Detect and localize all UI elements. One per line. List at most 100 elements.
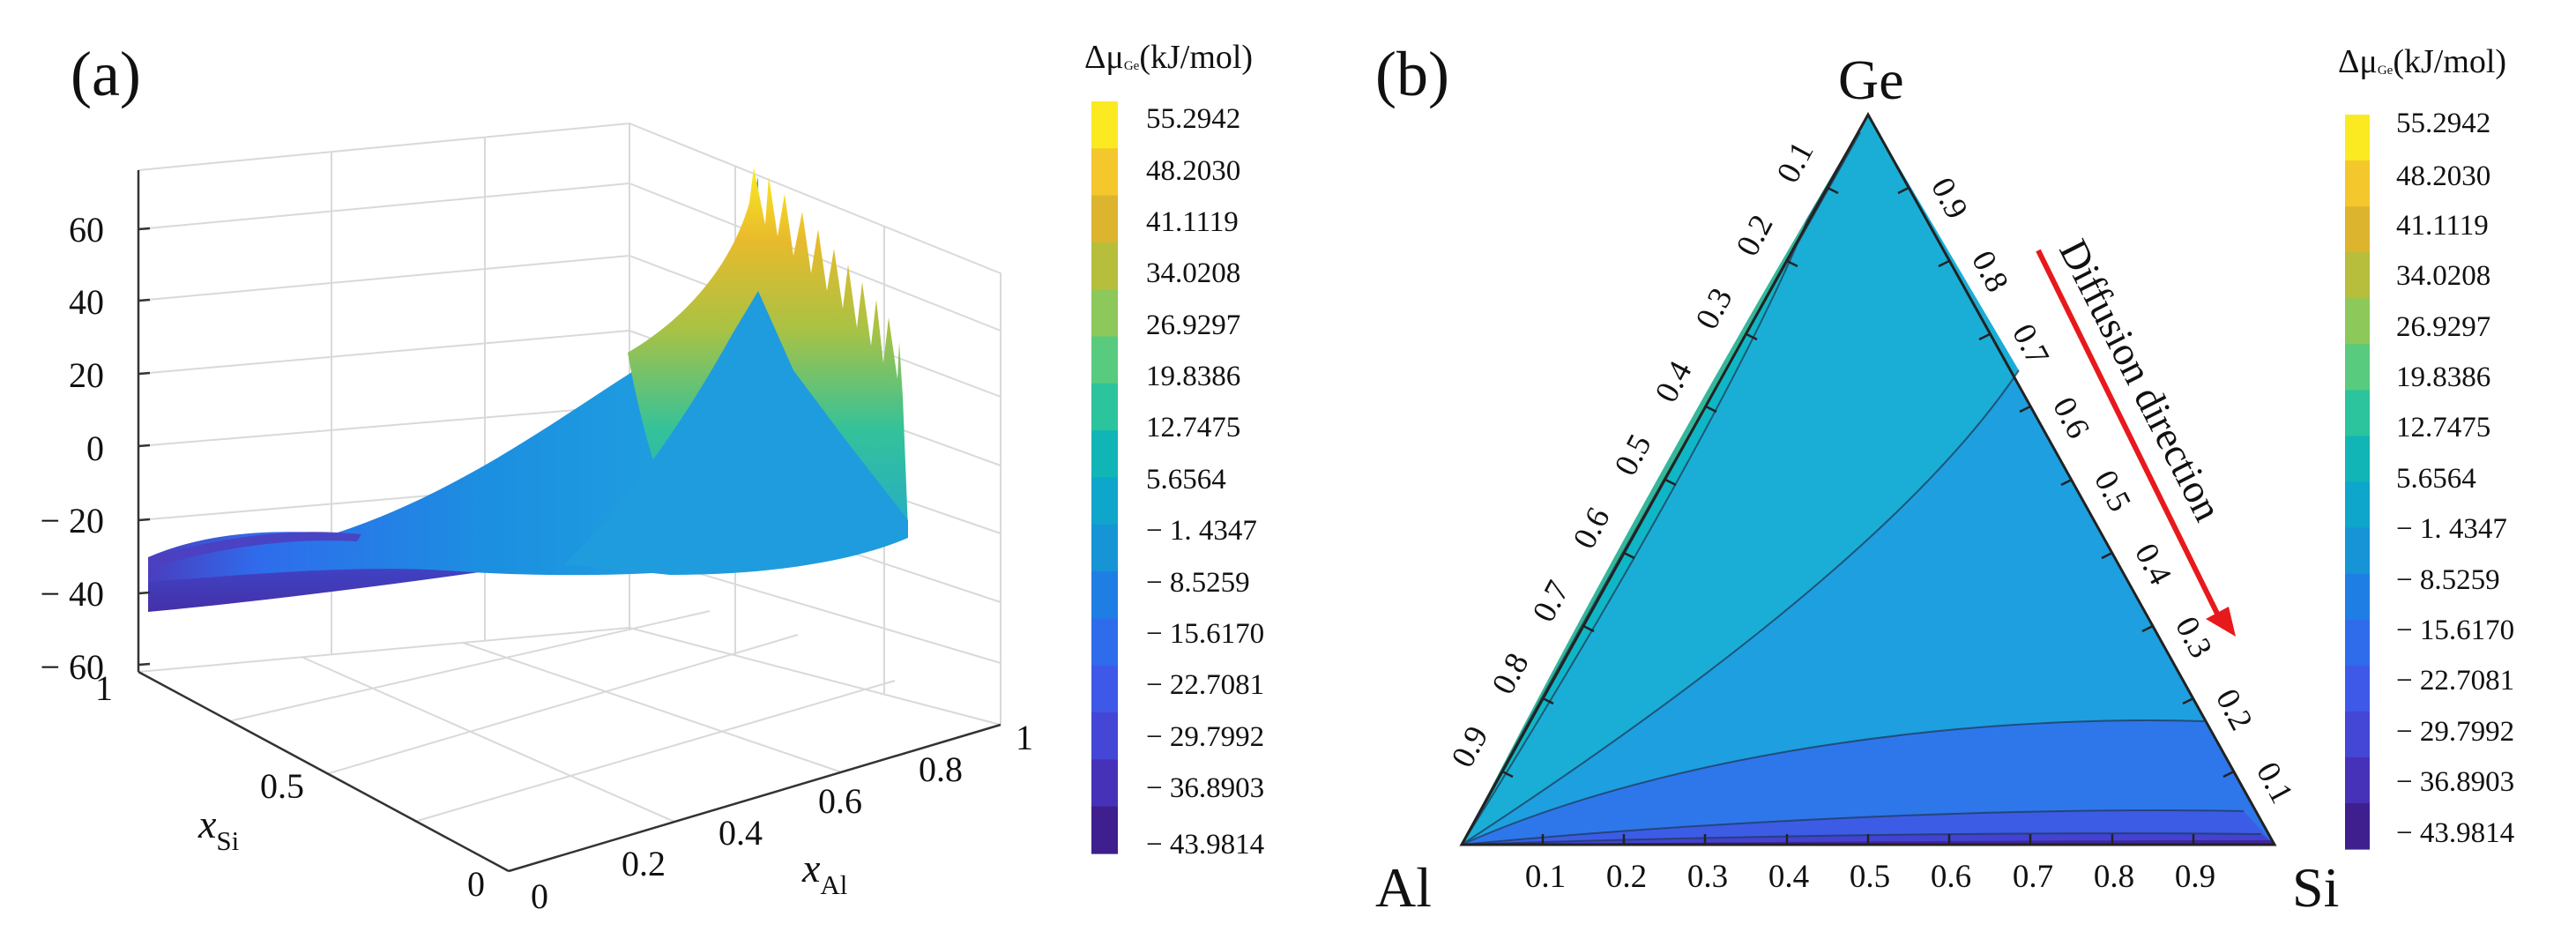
x-tick: 0 [531, 876, 548, 916]
cb-tick: − 43.9814 [2396, 817, 2514, 849]
colorbar-title: ΔμGe(kJ/mol) [2338, 43, 2506, 80]
panel-b-label: (b) [1375, 39, 1449, 109]
left-tickmarks [1501, 186, 1839, 779]
colorbar-segment [1091, 712, 1118, 760]
cb-tick: − 1. 4347 [1146, 515, 1257, 547]
surface-lip [148, 532, 361, 569]
cb-tick: 34.0208 [1146, 257, 1240, 289]
ylabel-main: x [197, 801, 217, 846]
right-tick: 0.9 [1924, 172, 1975, 225]
left-tick: 0.3 [1689, 282, 1740, 335]
cb-tick: − 29.7992 [1146, 721, 1264, 753]
bottom-ticklabels: 0.1 0.2 0.3 0.4 0.5 0.6 0.7 0.8 0.9 [1525, 859, 2215, 895]
colorbar-segment [1091, 759, 1118, 808]
cb-tick: 48.2030 [1146, 155, 1240, 187]
bottom-tick: 0.6 [1931, 859, 1971, 895]
colorbar-b-stops [2345, 115, 2370, 850]
bottom-tick: 0.4 [1768, 859, 1809, 895]
left-tick: 0.8 [1485, 647, 1537, 700]
colorbar-segment [2345, 573, 2370, 621]
cb-tick: − 8.5259 [1146, 567, 1250, 599]
colorbar-segment [1091, 289, 1118, 338]
colorbar-segment [1091, 336, 1118, 384]
contour-line [1461, 369, 2020, 846]
cb-tick: − 22.7081 [2396, 665, 2514, 697]
colorbar-segment [1091, 571, 1118, 620]
left-tick: 0.2 [1730, 209, 1781, 262]
colorbar-segment [2345, 481, 2370, 529]
cb-tick: 5.6564 [2396, 463, 2476, 495]
bottom-tick: 0.9 [2175, 859, 2215, 895]
diffusion-arrow [2036, 249, 2236, 637]
cb-tick: 48.2030 [2396, 160, 2490, 192]
right-tickmarks [1897, 186, 2235, 779]
colorbar-a-ticklabels: 55.2942 48.2030 41.1119 34.0208 26.9297 … [1146, 103, 1264, 861]
surface-spike-base [564, 291, 908, 575]
colorbar-segment [1091, 618, 1118, 667]
right-tick: 0.6 [2045, 391, 2096, 444]
bottom-tick: 0.5 [1850, 859, 1890, 895]
left-tick: 0.9 [1445, 720, 1496, 773]
cb-tick: 55.2942 [1146, 103, 1240, 135]
colorbar-segment [1091, 665, 1118, 713]
svg-text:xAl: xAl [801, 846, 847, 900]
contour-line [1461, 832, 2262, 846]
cb-tick: − 36.8903 [2396, 766, 2514, 798]
panel-a-z-tickmarks [138, 227, 151, 667]
panel-a-y-ticklabels: 1 0.5 0 [95, 668, 485, 904]
bottom-tick: 0.3 [1687, 859, 1728, 895]
cb-tick: 34.0208 [2396, 260, 2490, 292]
cb-tick: − 36.8903 [1146, 772, 1264, 804]
panel-a-surface [148, 168, 908, 612]
z-tick: 40 [69, 282, 104, 322]
colorbar-segment [2345, 619, 2370, 667]
x-tick: 0.4 [718, 813, 763, 853]
bottom-tickmarks [1541, 834, 2195, 845]
left-tick: 0.1 [1770, 136, 1821, 189]
cb-tick: − 22.7081 [1146, 669, 1264, 701]
right-tick: 0.5 [2087, 465, 2138, 518]
cb-tick: 12.7475 [2396, 412, 2490, 443]
contour-line [1461, 719, 2205, 846]
z-tick: 0 [86, 429, 104, 468]
cb-tick: 55.2942 [2396, 108, 2490, 139]
colorbar-segment [1091, 242, 1118, 290]
colorbar-segment [2345, 802, 2370, 850]
colorbar-b-ticklabels: 55.2942 48.2030 41.1119 34.0208 26.9297 … [2396, 108, 2514, 849]
vertex-ge: Ge [1838, 48, 1904, 111]
colorbar-segment [1091, 477, 1118, 525]
colorbar-segment [2345, 252, 2370, 299]
cb-tick: 19.8386 [1146, 361, 1240, 392]
cb-tick: 41.1119 [1146, 206, 1239, 238]
y-tick: 0.5 [260, 766, 304, 806]
panel-a-label: (a) [71, 39, 141, 109]
xlabel-sub: Al [820, 869, 847, 900]
surface-top-sheet [148, 176, 760, 582]
vertex-si: Si [2292, 856, 2339, 919]
colorbar-segment [2345, 711, 2370, 758]
z-tick: − 20 [40, 501, 104, 540]
left-tick: 0.6 [1567, 502, 1618, 555]
vertex-al: Al [1375, 856, 1432, 919]
colorbar-segment [1091, 430, 1118, 479]
x-tick: 1 [1016, 718, 1033, 757]
colorbar-segment [1091, 383, 1118, 431]
cb-tick: 5.6564 [1146, 464, 1226, 496]
z-tick: 60 [69, 210, 104, 250]
cb-tick: 26.9297 [1146, 309, 1240, 341]
y-tick: 1 [95, 668, 113, 708]
colorbar-segment [2345, 298, 2370, 345]
colorbar-segment [2345, 756, 2370, 804]
cb-tick: 41.1119 [2396, 210, 2489, 242]
colorbar-segment [1091, 806, 1118, 854]
right-tick: 0.4 [2127, 538, 2178, 591]
colorbar-segment [1091, 101, 1118, 149]
colorbar-segment [2345, 665, 2370, 712]
x-tick: 0.6 [818, 781, 862, 821]
y-tick: 0 [467, 864, 485, 904]
panel-a-xlabel: xAl [801, 846, 847, 900]
panel-a-axes [137, 170, 1001, 873]
colorbar-segment [2345, 206, 2370, 253]
panel-a-x-ticklabels: 0 0.2 0.4 0.6 0.8 1 [531, 718, 1033, 916]
